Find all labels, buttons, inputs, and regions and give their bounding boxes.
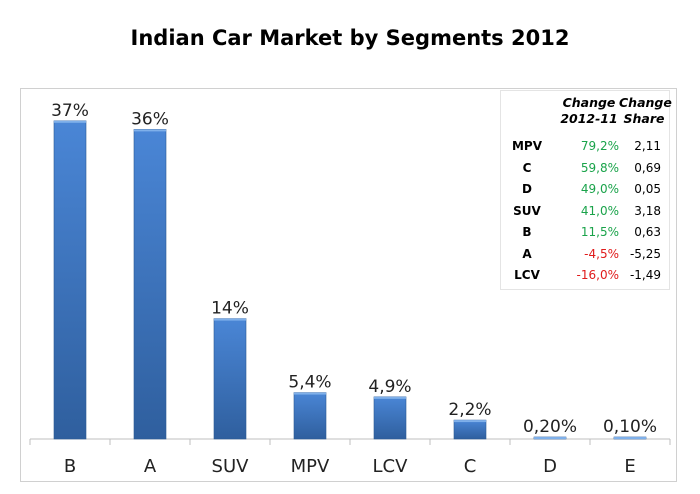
header-line: Change bbox=[562, 95, 616, 110]
x-tick-label: LCV bbox=[373, 456, 409, 477]
share-cell: 0,05 bbox=[634, 182, 661, 196]
bar-highlight bbox=[294, 392, 326, 395]
bar-a bbox=[133, 129, 167, 440]
share-cell: 2,11 bbox=[634, 139, 661, 153]
bar-highlight bbox=[134, 129, 166, 132]
header-change-2012-11: Change 2012-11 bbox=[557, 95, 621, 127]
table-row: A -4,5% -5,25 bbox=[501, 245, 669, 266]
segment-cell: A bbox=[522, 246, 532, 261]
bar-highlight bbox=[374, 396, 406, 399]
table-row: B 11,5% 0,63 bbox=[501, 223, 669, 244]
share-cell: 3,18 bbox=[634, 203, 661, 218]
change-cell: 49,0% bbox=[580, 182, 619, 196]
bar-highlight bbox=[614, 437, 646, 439]
data-label: 2,2% bbox=[448, 400, 491, 420]
bar-b bbox=[53, 120, 87, 440]
change-table: Change 2012-11 Change Share MPV 79,2% 2,11… bbox=[500, 90, 672, 290]
segment-cell: D bbox=[522, 182, 532, 196]
change-cell: -4,5% bbox=[584, 246, 619, 261]
change-cell: -16,0% bbox=[576, 268, 619, 282]
x-tick-label: C bbox=[464, 456, 477, 477]
segment-cell: MPV bbox=[511, 139, 543, 153]
table-row: MPV 79,2% 2,11 bbox=[501, 137, 669, 158]
segment-cell: LCV bbox=[514, 268, 540, 282]
data-label: 4,9% bbox=[368, 377, 411, 397]
chart-title: Indian Car Market by Segments 2012 bbox=[130, 26, 570, 50]
change-cell: 11,5% bbox=[580, 225, 619, 239]
share-cell: 0,69 bbox=[634, 160, 661, 175]
table-row: C 59,8% 0,69 bbox=[501, 159, 669, 180]
header-line: 2012-11 bbox=[560, 111, 618, 126]
bar-mpv bbox=[293, 392, 327, 440]
share-cell: 0,63 bbox=[634, 225, 661, 239]
bar-c bbox=[453, 419, 487, 440]
bar-highlight bbox=[54, 120, 86, 123]
table-row: D 49,0% 0,05 bbox=[501, 180, 669, 201]
bar-highlight bbox=[454, 420, 486, 423]
x-tick-label: SUV bbox=[212, 456, 250, 477]
header-line: Change bbox=[619, 95, 672, 110]
x-tick-label: B bbox=[64, 456, 76, 477]
x-tick-label: E bbox=[624, 456, 635, 477]
chart-frame bbox=[20, 88, 677, 482]
segment-cell: B bbox=[522, 225, 532, 239]
table-row: LCV -16,0% -1,49 bbox=[501, 266, 669, 287]
share-cell: -5,25 bbox=[629, 246, 661, 261]
data-label: 36% bbox=[131, 109, 169, 129]
bar-highlight bbox=[214, 318, 246, 321]
change-cell: 79,2% bbox=[580, 139, 619, 153]
x-tick-label: MPV bbox=[291, 456, 330, 477]
data-label: 0,10% bbox=[603, 417, 657, 437]
bar-suv bbox=[213, 318, 247, 440]
segment-cell: SUV bbox=[513, 203, 541, 218]
segment-cell: C bbox=[522, 160, 532, 175]
x-tick-label: A bbox=[144, 456, 157, 477]
data-label: 37% bbox=[51, 101, 89, 121]
table-row: SUV 41,0% 3,18 bbox=[501, 202, 669, 223]
share-cell: -1,49 bbox=[629, 268, 661, 282]
data-label: 0,20% bbox=[523, 417, 577, 437]
change-cell: 59,8% bbox=[580, 160, 619, 175]
header-line: Share bbox=[623, 111, 665, 126]
data-label: 14% bbox=[211, 299, 249, 319]
header-change-share: Change Share bbox=[619, 95, 672, 127]
bar-highlight bbox=[534, 437, 566, 439]
x-tick-label: D bbox=[543, 456, 557, 477]
change-cell: 41,0% bbox=[580, 203, 619, 218]
bar-lcv bbox=[373, 396, 407, 440]
data-label: 5,4% bbox=[288, 373, 331, 393]
